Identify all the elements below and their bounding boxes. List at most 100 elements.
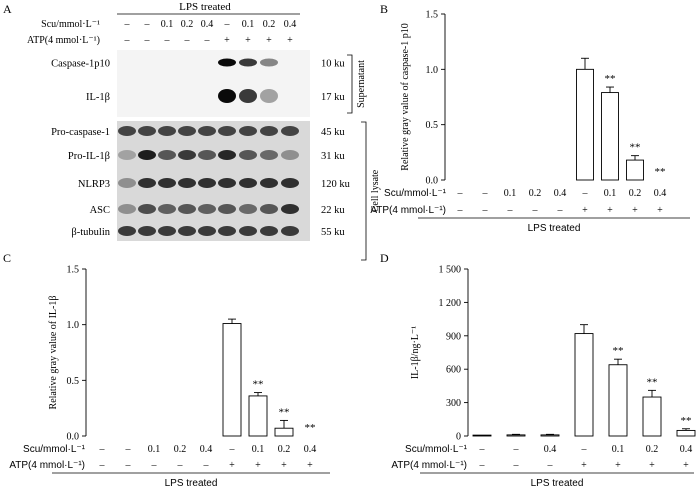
- scu-value: 0.1: [504, 188, 517, 199]
- atp-value: –: [532, 205, 539, 216]
- bar: [506, 434, 526, 437]
- blot-scu-value: 0.4: [284, 19, 297, 30]
- scu-value: 0.4: [680, 444, 693, 455]
- blot-atp-value: –: [184, 35, 191, 46]
- blot-band: [178, 178, 196, 188]
- blot-band: [218, 226, 236, 236]
- atp-value: –: [177, 460, 184, 471]
- scu-value: 0.1: [604, 188, 617, 199]
- group-label: LPS treated: [165, 478, 218, 487]
- blot-membrane: [117, 75, 310, 117]
- blot-band: [239, 204, 257, 214]
- group-label: LPS treated: [528, 223, 581, 234]
- blot-band: [158, 126, 176, 136]
- bar: [642, 396, 662, 437]
- atp-value: +: [615, 460, 621, 471]
- bar: [248, 395, 268, 437]
- y-tick-label: 1 500: [439, 265, 462, 276]
- blot-band: [198, 204, 216, 214]
- atp-row-label: ATP(4 mmol·L⁻¹): [391, 460, 467, 471]
- scu-value: 0.4: [544, 444, 557, 455]
- scu-value: –: [513, 444, 520, 455]
- scu-value: 0.2: [529, 188, 542, 199]
- blot-row-name: Pro-caspase-1: [51, 127, 110, 138]
- atp-value: –: [203, 460, 210, 471]
- blot-band: [239, 126, 257, 136]
- blot-condition-columns: – –0.1 0.2 0.4–0.1 0.2 0.4– – – – – + + + +: [124, 19, 297, 46]
- y-tick-label: 1.5: [67, 265, 80, 276]
- scu-value: 0.4: [304, 444, 317, 455]
- blot-row-size: 120 ku: [321, 179, 351, 190]
- y-tick-label: 900: [446, 331, 461, 342]
- blot-band: [178, 126, 196, 136]
- y-tick-label: 1.5: [426, 10, 439, 21]
- blot-band: [138, 204, 156, 214]
- significance-mark: **: [279, 406, 290, 418]
- y-tick-label: 0.0: [67, 432, 80, 443]
- blot-band: [281, 226, 299, 236]
- atp-row-label: ATP(4 mmol·L⁻¹): [9, 460, 85, 471]
- atp-value: +: [632, 205, 638, 216]
- blot-band: [260, 150, 278, 160]
- atp-value: –: [125, 460, 132, 471]
- bar: [608, 364, 628, 437]
- blot-band: [260, 126, 278, 136]
- blot-band: [218, 58, 236, 67]
- blot-atp-value: –: [164, 35, 171, 46]
- scu-value: –: [479, 444, 486, 455]
- scu-value: –: [229, 444, 236, 455]
- blot-band: [158, 226, 176, 236]
- atp-value: –: [482, 205, 489, 216]
- blot-scu-label: Scu/mmol·L⁻¹: [41, 19, 100, 30]
- significance-mark: **: [605, 73, 616, 85]
- scu-value: 0.2: [646, 444, 659, 455]
- bar: [222, 323, 242, 437]
- blot-band: [118, 178, 136, 188]
- bar: [601, 92, 619, 181]
- y-tick-label: 600: [446, 365, 461, 376]
- blot-band: [198, 178, 216, 188]
- blot-band: [198, 226, 216, 236]
- blot-rows: Caspase-1p10 10 ku IL-1β 17 ku Pro-caspase-1…: [51, 50, 351, 241]
- bar: [676, 429, 696, 437]
- bar: [626, 159, 644, 181]
- atp-value: +: [255, 460, 261, 471]
- blot-atp-value: +: [266, 35, 272, 46]
- significance-mark: **: [305, 422, 316, 434]
- group-label: LPS treated: [531, 478, 584, 487]
- blot-row-name: β-tubulin: [71, 227, 110, 238]
- scu-value: 0.4: [654, 188, 667, 199]
- blot-row-name: IL-1β: [86, 92, 110, 103]
- blot-row-name: Pro-IL-1β: [68, 151, 110, 162]
- scu-value: –: [582, 188, 589, 199]
- blot-band: [218, 178, 236, 188]
- blot-band: [260, 89, 278, 103]
- atp-value: –: [513, 460, 520, 471]
- blot-band: [178, 150, 196, 160]
- blot-row: Pro-caspase-1 45 ku: [51, 121, 345, 141]
- atp-value: –: [151, 460, 158, 471]
- y-tick-label: 0.0: [426, 176, 439, 187]
- blot-row: NLRP3 120 ku: [78, 169, 351, 197]
- blot-band: [281, 178, 299, 188]
- panel-label-c: C: [3, 251, 11, 265]
- blot-band: [158, 204, 176, 214]
- blot-band: [138, 126, 156, 136]
- blot-band: [118, 150, 136, 160]
- blot-band: [158, 150, 176, 160]
- blot-scu-value: –: [124, 19, 131, 30]
- blot-atp-value: +: [287, 35, 293, 46]
- blot-row: IL-1β 17 ku: [86, 75, 345, 117]
- blot-row-size: 10 ku: [321, 59, 345, 70]
- blot-row: ASC 22 ku: [90, 197, 345, 221]
- y-tick-label: 300: [446, 398, 461, 409]
- blot-band: [198, 126, 216, 136]
- atp-value: –: [507, 205, 514, 216]
- blot-band: [239, 226, 257, 236]
- blot-band: [218, 150, 236, 160]
- scu-value: –: [125, 444, 132, 455]
- blot-band: [138, 226, 156, 236]
- group-supernatant: Supernatant: [356, 60, 367, 108]
- blot-atp-value: –: [144, 35, 151, 46]
